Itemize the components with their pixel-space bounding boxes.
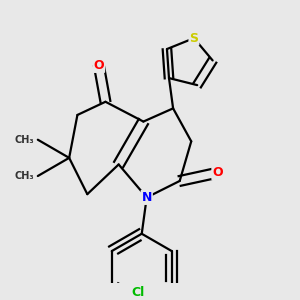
Text: O: O xyxy=(212,166,223,179)
Text: CH₃: CH₃ xyxy=(15,171,34,181)
Text: N: N xyxy=(142,191,152,204)
Text: O: O xyxy=(94,59,104,72)
Text: S: S xyxy=(189,32,198,45)
Text: Cl: Cl xyxy=(131,286,144,299)
Text: CH₃: CH₃ xyxy=(15,135,34,145)
